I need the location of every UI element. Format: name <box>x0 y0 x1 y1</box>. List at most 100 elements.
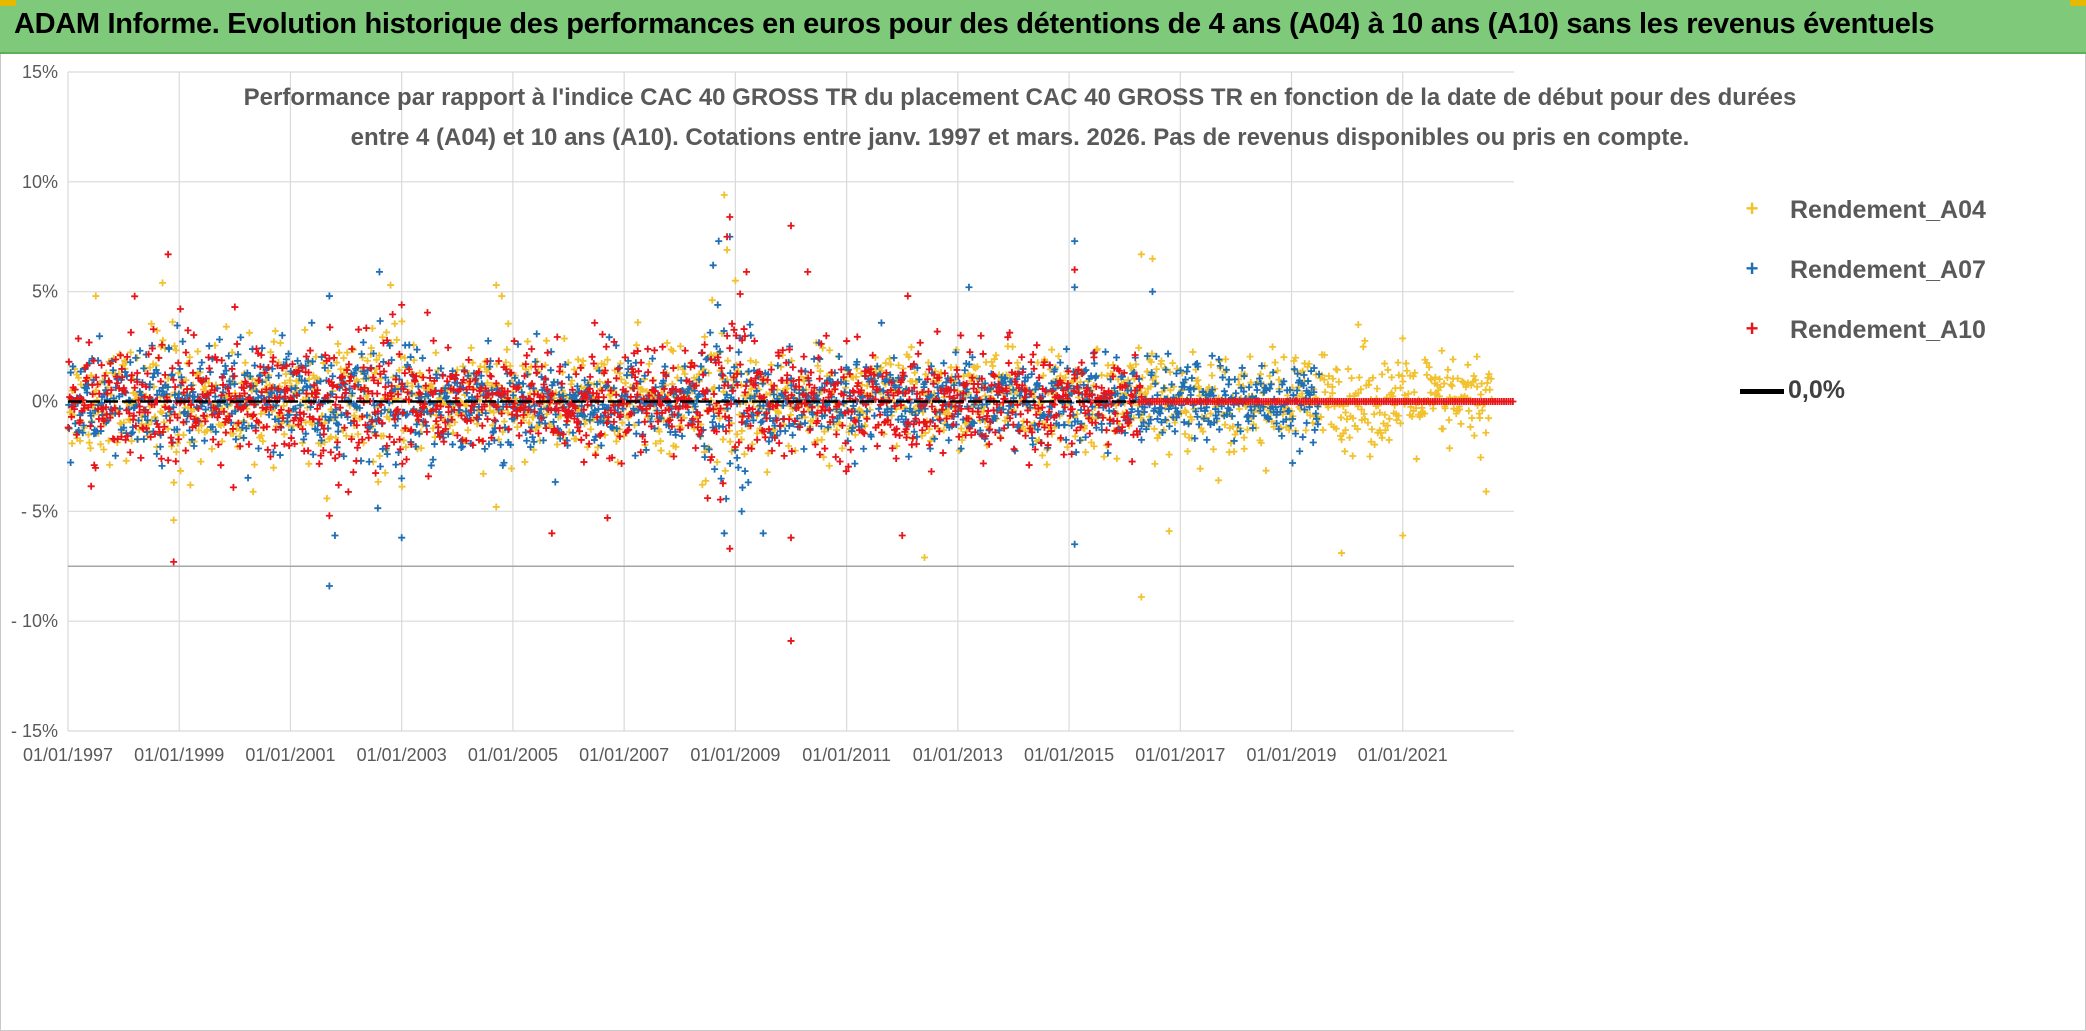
data-point <box>386 389 394 397</box>
data-point <box>265 411 273 419</box>
data-point <box>965 360 973 368</box>
data-point <box>443 393 451 401</box>
data-point <box>1293 387 1301 395</box>
data-point <box>722 427 730 435</box>
data-point <box>1274 367 1281 375</box>
data-point <box>601 409 609 417</box>
data-point <box>96 332 104 340</box>
data-point <box>840 373 848 381</box>
data-point <box>323 494 331 502</box>
data-point <box>835 353 843 361</box>
data-point <box>90 357 98 365</box>
data-point <box>1401 391 1409 399</box>
data-point <box>752 358 760 366</box>
data-point <box>347 373 355 381</box>
data-point <box>985 440 993 448</box>
data-point <box>910 384 918 392</box>
y-tick-label: 5% <box>32 282 58 302</box>
data-point <box>575 418 583 426</box>
data-point <box>581 376 589 384</box>
data-point <box>370 376 378 384</box>
data-point <box>105 437 113 445</box>
data-point <box>1081 390 1089 398</box>
data-point <box>241 359 249 367</box>
data-point <box>469 386 477 394</box>
data-point <box>378 419 386 427</box>
data-point <box>621 353 629 361</box>
data-point <box>1230 437 1238 445</box>
data-point <box>204 399 212 407</box>
data-point <box>79 396 87 404</box>
data-point <box>1048 346 1056 354</box>
data-point <box>1394 359 1402 367</box>
data-point <box>297 416 305 424</box>
data-point <box>534 429 542 437</box>
data-point <box>957 445 965 453</box>
data-point <box>889 392 897 400</box>
data-point <box>922 370 930 378</box>
data-point <box>783 371 791 379</box>
data-point <box>1376 409 1384 417</box>
data-point <box>749 416 757 424</box>
data-point <box>92 386 100 394</box>
data-point <box>315 415 323 423</box>
data-point <box>169 318 177 326</box>
data-point-outlier <box>170 558 178 566</box>
data-point <box>739 412 747 420</box>
data-point <box>1215 425 1223 433</box>
data-point <box>1266 372 1274 380</box>
data-point <box>857 369 865 377</box>
data-point <box>158 409 166 417</box>
data-point <box>525 419 533 427</box>
data-point <box>1135 411 1143 419</box>
data-point <box>374 504 382 512</box>
data-point <box>861 421 869 429</box>
data-point <box>980 384 988 392</box>
data-point <box>1335 378 1343 386</box>
data-point <box>592 451 600 459</box>
data-point <box>506 362 514 370</box>
data-point <box>466 377 474 385</box>
data-point <box>806 426 814 434</box>
data-point <box>1090 359 1098 367</box>
data-point <box>1341 426 1349 434</box>
data-point <box>448 416 456 424</box>
data-point <box>612 374 620 382</box>
data-point <box>1302 426 1310 434</box>
data-point <box>1292 430 1300 438</box>
data-point <box>1208 371 1216 379</box>
data-point <box>168 439 176 447</box>
data-point <box>1292 397 1300 405</box>
data-point <box>910 420 918 428</box>
data-point <box>559 430 567 438</box>
data-point <box>849 424 857 432</box>
data-point <box>106 360 114 368</box>
data-point <box>89 390 97 398</box>
data-point <box>1329 375 1337 383</box>
data-point <box>891 402 899 410</box>
data-point <box>488 434 496 442</box>
data-point <box>741 332 749 340</box>
data-point <box>285 407 293 415</box>
data-point <box>554 378 562 386</box>
data-point <box>216 336 224 344</box>
data-point <box>467 344 475 352</box>
data-point <box>1258 362 1266 370</box>
data-point <box>593 380 601 388</box>
data-point <box>726 459 734 467</box>
data-point <box>381 469 389 477</box>
data-point <box>713 342 721 350</box>
data-point <box>1125 418 1133 426</box>
data-point <box>670 411 678 419</box>
data-point <box>1349 414 1357 422</box>
data-point <box>1006 329 1014 337</box>
data-point <box>258 388 266 396</box>
data-point <box>646 402 654 410</box>
data-point <box>398 380 406 388</box>
data-point <box>594 443 602 451</box>
data-point <box>1075 389 1083 397</box>
data-point <box>98 361 106 369</box>
data-point <box>1126 379 1134 387</box>
data-point <box>73 431 81 439</box>
data-point <box>121 388 129 396</box>
